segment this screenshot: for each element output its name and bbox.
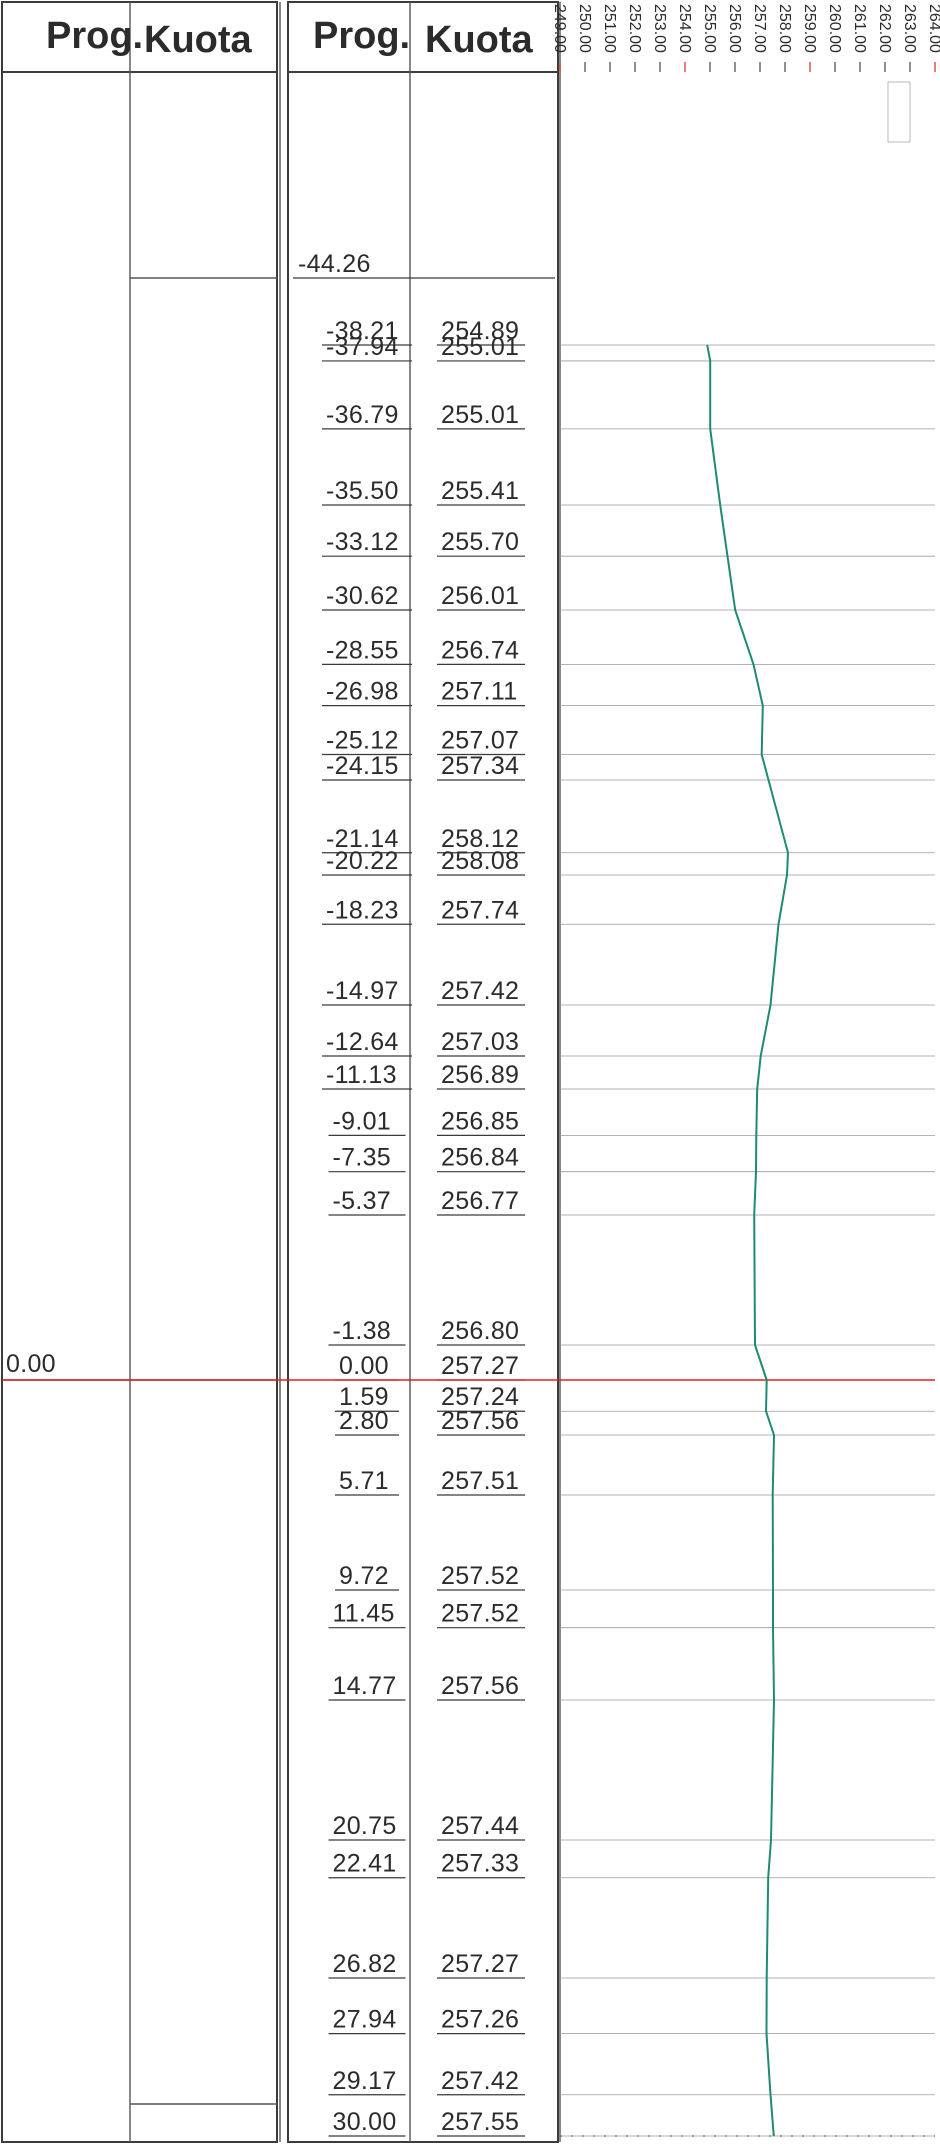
station-prog-label: -24.15 (326, 752, 399, 780)
station-kuota-label: 255.70 (441, 528, 519, 556)
station-prog-label: 11.45 (333, 1600, 395, 1628)
elevation-tick-label: 249.00 (551, 4, 568, 53)
station-prog-label: 1.59 (339, 1383, 389, 1411)
station-prog-label: 2.80 (339, 1407, 389, 1435)
elevation-tick-label: 256.00 (726, 4, 743, 53)
station-kuota-label: 257.42 (441, 977, 519, 1005)
station-kuota-label: 257.42 (441, 2067, 519, 2095)
station-kuota-label: 257.51 (441, 1467, 519, 1495)
station-prog-label: -9.01 (333, 1107, 391, 1135)
elevation-tick-label: 252.00 (626, 4, 643, 53)
station-prog-label: -18.23 (326, 896, 399, 924)
elevation-tick-label: 263.00 (901, 4, 918, 53)
station-kuota-label: 257.11 (441, 678, 517, 706)
elevation-tick-label: 254.00 (676, 4, 693, 53)
station-prog-label: -37.94 (326, 333, 399, 361)
elevation-tick-label: 262.00 (876, 4, 893, 53)
station-kuota-label: 257.55 (441, 2108, 519, 2136)
station-kuota-label: 256.77 (441, 1187, 519, 1215)
station-kuota-label: 257.07 (441, 727, 519, 755)
right-kuota-header: Kuota (425, 19, 534, 61)
station-prog-label: -1.38 (333, 1317, 391, 1345)
elevation-tick-label: 251.00 (601, 4, 618, 53)
station-kuota-label: 257.44 (441, 1812, 519, 1840)
station-prog-label: -36.79 (326, 401, 399, 429)
station-kuota-label: 257.56 (441, 1407, 519, 1435)
legend-box (887, 81, 911, 143)
station-kuota-label: 256.80 (441, 1317, 519, 1345)
station-kuota-label: 257.27 (441, 1352, 519, 1380)
station-kuota-label: 257.03 (441, 1028, 519, 1056)
station-prog-label: 14.77 (333, 1672, 397, 1700)
left-table-border (1, 1, 278, 2143)
elevation-tick-label: 258.00 (776, 4, 793, 53)
profile-gridlines (2, 344, 935, 2137)
station-prog-label: 27.94 (333, 2006, 397, 2034)
station-kuota-label: 258.12 (441, 825, 519, 853)
station-kuota-label: 257.52 (441, 1562, 519, 1590)
station-prog-label: 29.17 (333, 2067, 397, 2095)
station-prog-label: -35.50 (326, 477, 399, 505)
elevation-tick-label: 255.00 (701, 4, 718, 53)
station-prog-label: -26.98 (326, 678, 399, 706)
station-prog-label: -28.55 (326, 636, 399, 664)
left-prog-header: Prog. (46, 15, 143, 57)
elevation-ticks: 249.00 250.00 251.00 252.00 253.00 254.00 255.… (551, 4, 940, 143)
left-kuota-header: Kuota (144, 19, 253, 61)
right-prog-header: Prog. (313, 15, 410, 57)
station-kuota-label: 258.08 (441, 847, 519, 875)
station-prog-label: -25.12 (326, 727, 399, 755)
station-prog-label: -5.37 (333, 1187, 391, 1215)
station-prog-label: 30.00 (333, 2108, 397, 2136)
station-kuota-label: 257.33 (441, 1850, 519, 1878)
elevation-tick-label: 261.00 (851, 4, 868, 53)
station-prog-label: -12.64 (326, 1028, 399, 1056)
station-kuota-label: 257.24 (441, 1383, 519, 1411)
station-prog-label: -21.14 (326, 825, 399, 853)
station-kuota-label: 257.52 (441, 1600, 519, 1628)
right-table-border (287, 1, 559, 2143)
station-kuota-label: 256.01 (441, 582, 519, 610)
station-prog-label: -11.13 (326, 1061, 397, 1089)
station-prog-label: 22.41 (333, 1850, 397, 1878)
elevation-tick-label: 257.00 (751, 4, 768, 53)
station-kuota-label: 257.56 (441, 1672, 519, 1700)
left-axis-station-label: 0.00 (6, 1350, 56, 1378)
station-prog-label: -14.97 (326, 977, 399, 1005)
elevation-tick-label: 264.00 (926, 4, 940, 53)
station-kuota-label: 257.74 (441, 896, 519, 924)
station-kuota-label: 257.34 (441, 752, 519, 780)
station-prog-label: 20.75 (333, 1812, 397, 1840)
station-prog-label: 0.00 (339, 1352, 389, 1380)
elevation-tick-label: 259.00 (801, 4, 818, 53)
station-prog-label: -38.21 (326, 317, 399, 345)
station-kuota-label: 255.01 (441, 333, 519, 361)
station-kuota-label: 254.89 (441, 317, 519, 345)
station-prog-label: -33.12 (326, 528, 399, 556)
station-kuota-label: 256.74 (441, 636, 519, 664)
profile-chart (560, 344, 935, 2137)
station-kuota-label: 256.84 (441, 1144, 519, 1172)
station-prog-label: -44.26 (298, 250, 371, 278)
elevation-tick-label: 253.00 (651, 4, 668, 53)
elevation-tick-label: 250.00 (576, 4, 593, 53)
station-rows: -44.26 -38.21 254.89 -37.94 255.01 -36.79 255.… (293, 250, 555, 2137)
station-kuota-label: 255.01 (441, 401, 519, 429)
station-prog-label: 9.72 (339, 1562, 389, 1590)
station-prog-label: 26.82 (333, 1950, 397, 1978)
elevation-tick-label: 260.00 (826, 4, 843, 53)
station-kuota-label: 257.27 (441, 1950, 519, 1978)
station-prog-label: -30.62 (326, 582, 399, 610)
station-prog-label: 5.71 (339, 1467, 389, 1495)
station-prog-label: -7.35 (333, 1144, 391, 1172)
station-prog-label: -20.22 (326, 847, 399, 875)
table-frame (1, 1, 561, 2143)
profile-line (706, 344, 790, 2137)
station-kuota-label: 256.89 (441, 1061, 519, 1089)
station-kuota-label: 256.85 (441, 1107, 519, 1135)
station-kuota-label: 255.41 (441, 477, 519, 505)
station-kuota-label: 257.26 (441, 2006, 519, 2034)
